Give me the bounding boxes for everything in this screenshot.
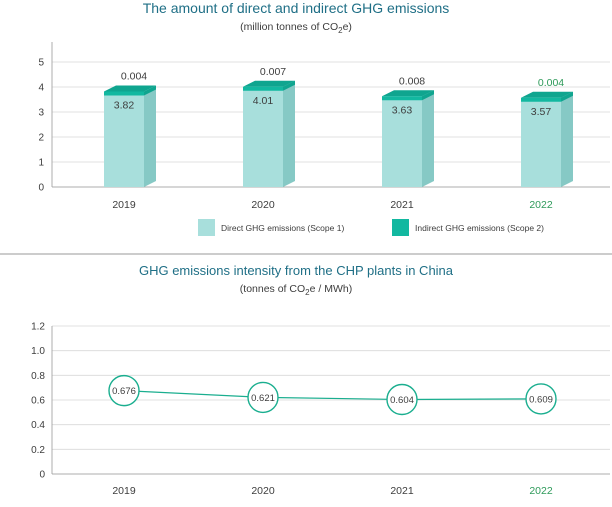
intensity-data-point (525, 383, 557, 415)
scope1-value-label: 3.82 (114, 100, 135, 112)
scope2-bar (521, 97, 561, 102)
scope2-bar-top (243, 80, 295, 87)
scope1-value-label: 3.57 (531, 106, 552, 118)
scope2-value-label: 0.004 (121, 71, 147, 83)
line-x-tick-label: 2020 (251, 485, 275, 497)
scope1-bar (104, 91, 144, 187)
bar-y-tick-label: 5 (38, 58, 44, 69)
bar-x-tick-label: 2022 (529, 199, 553, 211)
bar-chart-subtitle: (million tonnes of CO2e) (240, 21, 352, 35)
line-chart-title: GHG emissions intensity from the CHP pla… (139, 263, 454, 278)
bar-x-tick-label: 2019 (112, 199, 136, 211)
scope2-bar (104, 91, 144, 96)
scope2-bar-side (561, 91, 573, 102)
line-x-tick-label: 2021 (390, 485, 414, 497)
scope1-bar-side (144, 85, 156, 187)
line-y-tick-label: 0.2 (31, 445, 45, 456)
scope2-bar (243, 86, 283, 91)
line-y-tick-label: 1.0 (31, 346, 45, 357)
scope2-bar-side (144, 85, 156, 96)
scope1-value-label: 3.63 (392, 104, 413, 116)
scope1-bar-side (561, 91, 573, 187)
line-chart-subtitle: (tonnes of CO2e / MWh) (240, 283, 352, 297)
scope2-bar-top (382, 90, 434, 97)
bar-x-tick-label: 2020 (251, 199, 275, 211)
line-x-tick-label: 2019 (112, 485, 136, 497)
scope2-value-label: 0.004 (538, 77, 564, 89)
scope1-bar (382, 96, 422, 187)
bar-y-tick-label: 4 (38, 83, 44, 94)
scope1-bar (243, 86, 283, 187)
bar-y-tick-label: 0 (38, 183, 44, 194)
bar-chart-title: The amount of direct and indirect GHG em… (143, 0, 450, 16)
scope2-value-label: 0.008 (399, 75, 425, 87)
legend-label-scope2: Indirect GHG emissions (Scope 2) (415, 223, 544, 233)
scope1-value-label: 4.01 (253, 95, 274, 107)
scope2-bar-top (521, 91, 573, 98)
line-x-tick-label: 2022 (529, 485, 553, 497)
scope2-bar-side (283, 80, 295, 91)
line-y-tick-label: 0.4 (31, 420, 45, 431)
intensity-data-point (386, 383, 418, 416)
scope1-bar-side (283, 80, 295, 187)
intensity-value-label: 0.609 (529, 394, 553, 405)
line-y-tick-label: 0.6 (31, 396, 45, 407)
scope2-bar-side (422, 90, 434, 101)
intensity-value-label: 0.621 (251, 393, 275, 404)
scope2-bar (382, 96, 422, 101)
bar-y-tick-label: 1 (38, 158, 44, 169)
scope1-bar-side (422, 90, 434, 187)
bar-x-tick-label: 2021 (390, 199, 414, 211)
scope2-value-label: 0.007 (260, 66, 286, 78)
line-y-tick-label: 1.2 (31, 322, 45, 333)
legend-label-scope1: Direct GHG emissions (Scope 1) (221, 223, 344, 233)
scope1-bar (521, 97, 561, 187)
bar-y-tick-label: 3 (38, 108, 44, 119)
intensity-value-label: 0.604 (390, 395, 414, 406)
intensity-value-label: 0.676 (112, 386, 136, 397)
scope2-bar-top (104, 85, 156, 92)
bar-y-tick-label: 2 (38, 133, 44, 144)
line-y-tick-label: 0.8 (31, 371, 45, 382)
intensity-data-point (108, 374, 140, 407)
legend-swatch-scope1 (198, 219, 215, 236)
line-y-tick-label: 0 (39, 470, 45, 481)
legend-swatch-scope2 (392, 219, 409, 236)
intensity-series-line (123, 390, 542, 401)
intensity-data-point (247, 381, 279, 414)
